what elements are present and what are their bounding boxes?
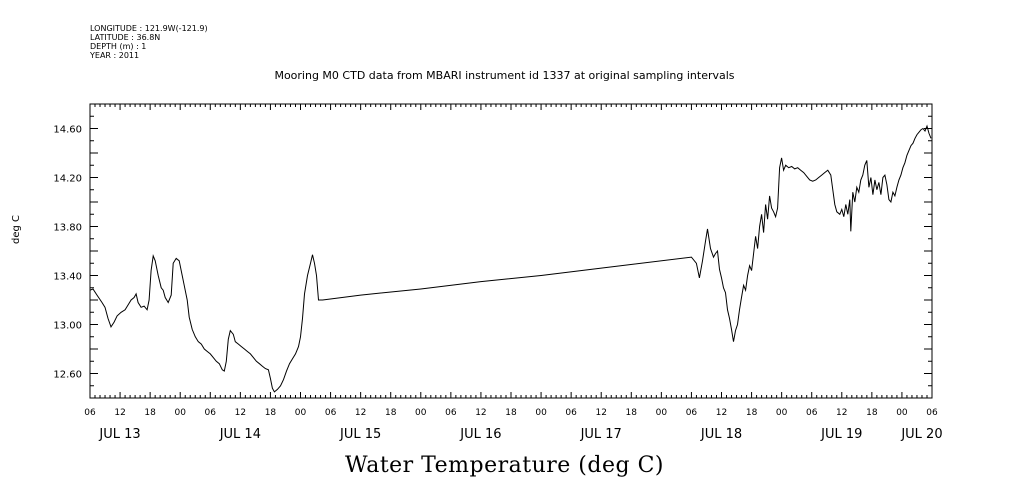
day-label: JUL 17 (580, 427, 622, 442)
x-tick-label: 12 (595, 408, 606, 418)
series-line (89, 124, 932, 393)
y-tick-label: 14.20 (53, 174, 82, 185)
x-tick-label: 00 (776, 408, 788, 418)
x-tick-label: 06 (205, 408, 217, 418)
day-labels: JUL 13 JUL 14 JUL 15 JUL 16 JUL 17 JUL 18 JUL … (98, 427, 942, 442)
x-tick-label: 06 (84, 408, 96, 418)
day-label: JUL 16 (459, 427, 501, 442)
y-tick-label: 14.60 (53, 125, 82, 136)
x-tick-label: 18 (866, 408, 878, 418)
x-tick-label: 18 (265, 408, 277, 418)
y-tick-labels: 12.60 13.00 13.40 13.80 14.20 14.60 (53, 125, 82, 381)
x-tick-label: 00 (656, 408, 668, 418)
x-tick-label: 06 (445, 408, 457, 418)
y-tick-label: 13.00 (53, 321, 82, 332)
y-tick-label: 13.80 (53, 223, 82, 234)
x-tick-label: 06 (325, 408, 337, 418)
x-tick-label: 12 (355, 408, 366, 418)
day-label: JUL 13 (98, 427, 140, 442)
x-tick-label: 12 (836, 408, 847, 418)
chart-title: Mooring M0 CTD data from MBARI instrumen… (274, 69, 735, 82)
day-label: JUL 20 (900, 427, 942, 442)
day-label: JUL 14 (219, 427, 261, 442)
x-tick-label: 18 (626, 408, 638, 418)
y-tick-label: 12.60 (53, 370, 82, 381)
plot-frame (89, 103, 933, 399)
header-longitude: LONGITUDE : 121.9W(-121.9) (90, 24, 208, 33)
x-tick-label: 18 (385, 408, 397, 418)
x-tick-label: 12 (475, 408, 486, 418)
x-tick-label: 12 (114, 408, 125, 418)
header-year: YEAR : 2011 (90, 51, 140, 60)
day-label: JUL 18 (700, 427, 742, 442)
axis-ticks (89, 103, 933, 399)
x-tick-label: 00 (295, 408, 307, 418)
header-latitude: LATITUDE : 36.8N (90, 33, 161, 42)
x-tick-label: 06 (565, 408, 577, 418)
x-tick-label: 18 (144, 408, 156, 418)
x-tick-label: 06 (926, 408, 938, 418)
x-tick-label: 00 (896, 408, 908, 418)
x-tick-label: 12 (716, 408, 727, 418)
day-label: JUL 15 (339, 427, 381, 442)
x-tick-labels: 06 12 18 00 06 12 18 00 06 12 18 00 06 12 18 00 06 12 18 00… (84, 408, 938, 418)
y-tick-label: 13.40 (53, 272, 82, 283)
x-tick-label: 12 (235, 408, 246, 418)
x-tick-label: 06 (686, 408, 698, 418)
x-tick-label: 00 (174, 408, 186, 418)
x-tick-label: 06 (806, 408, 818, 418)
day-label: JUL 19 (820, 427, 862, 442)
chart-subtitle: Water Temperature (deg C) (345, 453, 664, 478)
x-tick-label: 18 (505, 408, 517, 418)
x-tick-label: 18 (746, 408, 758, 418)
x-tick-label: 00 (535, 408, 547, 418)
x-tick-label: 00 (415, 408, 427, 418)
header-depth: DEPTH (m) : 1 (90, 42, 147, 51)
